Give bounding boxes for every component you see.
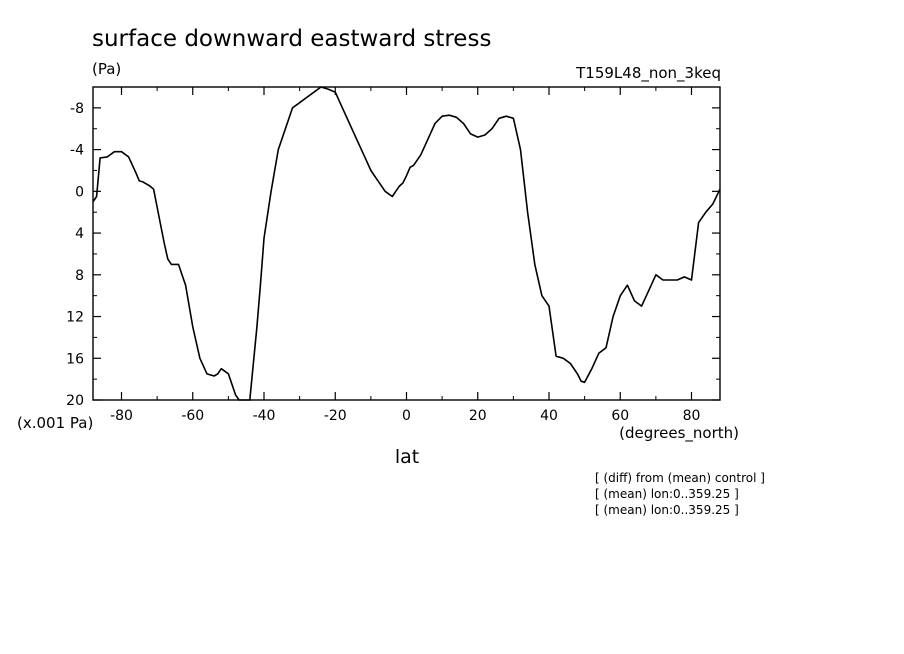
y-scale-label: (x.001 Pa) bbox=[17, 414, 93, 432]
x-tick-label: -80 bbox=[110, 408, 133, 424]
y-tick-label: 0 bbox=[75, 184, 84, 200]
annotation-3: [ (mean) lon:0..359.25 ] bbox=[595, 503, 739, 517]
series-line bbox=[92, 86, 721, 401]
y-tick-label: -4 bbox=[70, 143, 84, 159]
y-tick-label: 8 bbox=[75, 268, 84, 284]
run-label: T159L48_non_3keq bbox=[575, 64, 721, 83]
x-tick-label: 80 bbox=[683, 408, 701, 424]
x-axis-label: lat bbox=[395, 446, 419, 468]
x-units-label: (degrees_north) bbox=[619, 424, 739, 443]
units-label: (Pa) bbox=[92, 60, 121, 78]
x-axis-ticks: -80 -60 -40 -20 0 20 40 60 80 bbox=[110, 87, 700, 424]
y-tick-label: 12 bbox=[66, 310, 84, 326]
x-tick-label: 40 bbox=[540, 408, 558, 424]
x-tick-label: -40 bbox=[253, 408, 276, 424]
x-tick-label: 0 bbox=[402, 408, 411, 424]
x-tick-label: -20 bbox=[324, 408, 347, 424]
x-tick-label: 60 bbox=[611, 408, 629, 424]
annotation-1: [ (diff) from (mean) control ] bbox=[595, 471, 765, 485]
y-tick-label: 20 bbox=[66, 393, 84, 409]
x-tick-label: -60 bbox=[181, 408, 204, 424]
x-tick-label: 20 bbox=[469, 408, 487, 424]
annotation-2: [ (mean) lon:0..359.25 ] bbox=[595, 487, 739, 501]
chart-title: surface downward eastward stress bbox=[92, 26, 491, 52]
y-axis-ticks: -8 -4 0 4 8 12 16 20 bbox=[66, 86, 720, 409]
y-tick-label: -8 bbox=[70, 101, 84, 117]
plot-frame bbox=[92, 86, 721, 401]
y-tick-label: 4 bbox=[75, 226, 84, 242]
y-tick-label: 16 bbox=[66, 351, 84, 367]
